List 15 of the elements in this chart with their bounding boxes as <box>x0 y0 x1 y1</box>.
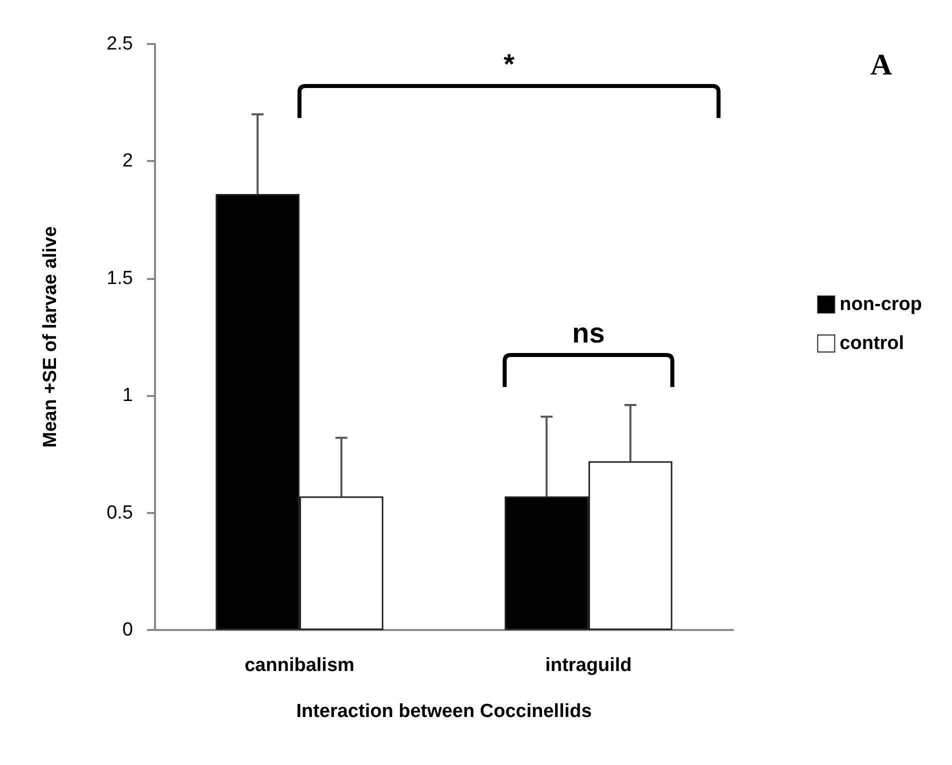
text: A <box>870 48 892 82</box>
annotation: ns <box>572 318 605 348</box>
x-tick-label: cannibalism <box>244 655 354 676</box>
y-axis-title: Mean +SE of larvae alive <box>40 226 61 448</box>
y-tick-label: 2 <box>122 150 133 172</box>
y-tick-label: 0.5 <box>106 502 133 524</box>
y-tick-label: 0 <box>122 620 133 640</box>
annotation: * <box>504 48 515 80</box>
y-tick-label: 1 <box>122 385 133 406</box>
legend-label: non-crop <box>840 294 922 315</box>
x-tick-label: intraguild <box>545 655 632 676</box>
legend-label: control <box>840 333 904 354</box>
y-tick-label: 2.5 <box>106 34 133 54</box>
x-axis-title: Interaction between Coccinellids <box>296 701 592 722</box>
y-tick-label: 1.5 <box>106 268 133 289</box>
